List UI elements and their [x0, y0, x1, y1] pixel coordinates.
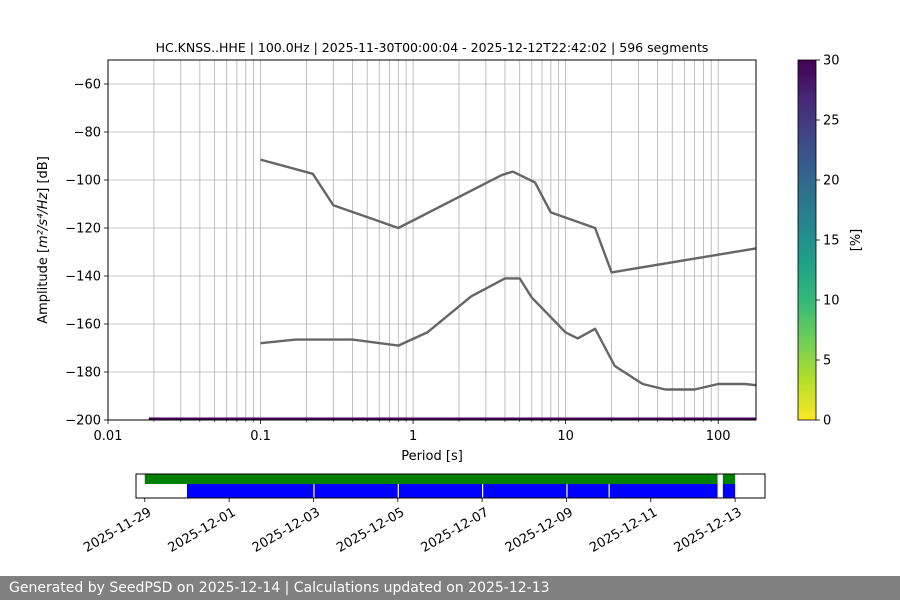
- y-axis-label-prefix: Amplitude [: [36, 248, 51, 324]
- calculation-bar: [722, 484, 736, 498]
- y-tick-label: −120: [65, 222, 101, 237]
- x-tick-label: 100: [706, 429, 731, 444]
- timeline-tick-label: 2025-12-05: [334, 505, 407, 556]
- colorbar: [797, 59, 817, 421]
- timeline-bars: [144, 474, 736, 498]
- timeline-tick-label: 2025-12-09: [503, 505, 576, 556]
- x-axis-ticks: 0.01 0.1 1 10 100: [94, 420, 731, 444]
- plot-frame: [107, 59, 757, 421]
- y-axis-label-math: m²/s⁴/Hz: [36, 192, 51, 248]
- colorbar-tick-label: 30: [823, 54, 840, 69]
- series-line-1: [260, 158, 757, 274]
- timeline-frame: [135, 473, 766, 499]
- timeline-tick-label: 2025-11-29: [81, 505, 154, 556]
- chart-title: HC.KNSS..HHE | 100.0Hz | 2025-11-30T00:0…: [156, 40, 709, 55]
- y-axis-label: Amplitude [m²/s⁴/Hz] [dB]: [36, 156, 51, 324]
- calculation-bar: [186, 484, 718, 498]
- x-tick-label: 1: [409, 429, 417, 444]
- timeline-tick-label: 2025-12-01: [166, 505, 239, 556]
- data-availability-bar: [144, 474, 718, 484]
- figure: HC.KNSS..HHE | 100.0Hz | 2025-11-30T00:0…: [36, 40, 864, 556]
- colorbar-label: [%]: [849, 229, 864, 252]
- colorbar-tick-label: 10: [823, 294, 840, 309]
- colorbar-tick-label: 15: [823, 234, 840, 249]
- y-axis-ticks: −60 −80 −100 −120 −140 −160 −180 −200: [65, 78, 108, 429]
- timeline-ticks: 2025-11-29 2025-12-01 2025-12-03 2025-12-05…: [81, 498, 745, 556]
- colorbar-tick-label: 20: [823, 174, 840, 189]
- colorbar-tick-label: 0: [823, 414, 831, 429]
- series-line-2: [260, 277, 757, 391]
- y-tick-label: −200: [65, 414, 101, 429]
- y-axis-label-suffix: ] [dB]: [36, 156, 51, 193]
- y-tick-label: −160: [65, 318, 101, 333]
- timeline-tick-label: 2025-12-03: [250, 505, 323, 556]
- x-tick-label: 10: [557, 429, 574, 444]
- series-lines: [260, 158, 757, 391]
- y-tick-label: −180: [65, 366, 101, 381]
- colorbar-ticks: 0 5 10 15 20 25 30: [816, 54, 840, 429]
- y-tick-label: −140: [65, 270, 101, 285]
- timeline-tick-label: 2025-12-13: [672, 505, 745, 556]
- timeline-tick-label: 2025-12-07: [419, 505, 492, 556]
- data-availability-bar: [722, 474, 736, 484]
- y-tick-label: −100: [65, 174, 101, 189]
- x-tick-label: 0.1: [250, 429, 271, 444]
- x-axis-label: Period [s]: [401, 449, 463, 464]
- colorbar-tick-label: 5: [823, 354, 831, 369]
- timeline-tick-label: 2025-12-11: [587, 505, 660, 556]
- colorbar-tick-label: 25: [823, 114, 840, 129]
- footer-text: Generated by SeedPSD on 2025-12-14 | Cal…: [0, 576, 900, 600]
- y-tick-label: −80: [74, 126, 101, 141]
- y-tick-label: −60: [74, 78, 101, 93]
- plot-grid: [107, 60, 756, 421]
- x-tick-label: 0.01: [94, 429, 123, 444]
